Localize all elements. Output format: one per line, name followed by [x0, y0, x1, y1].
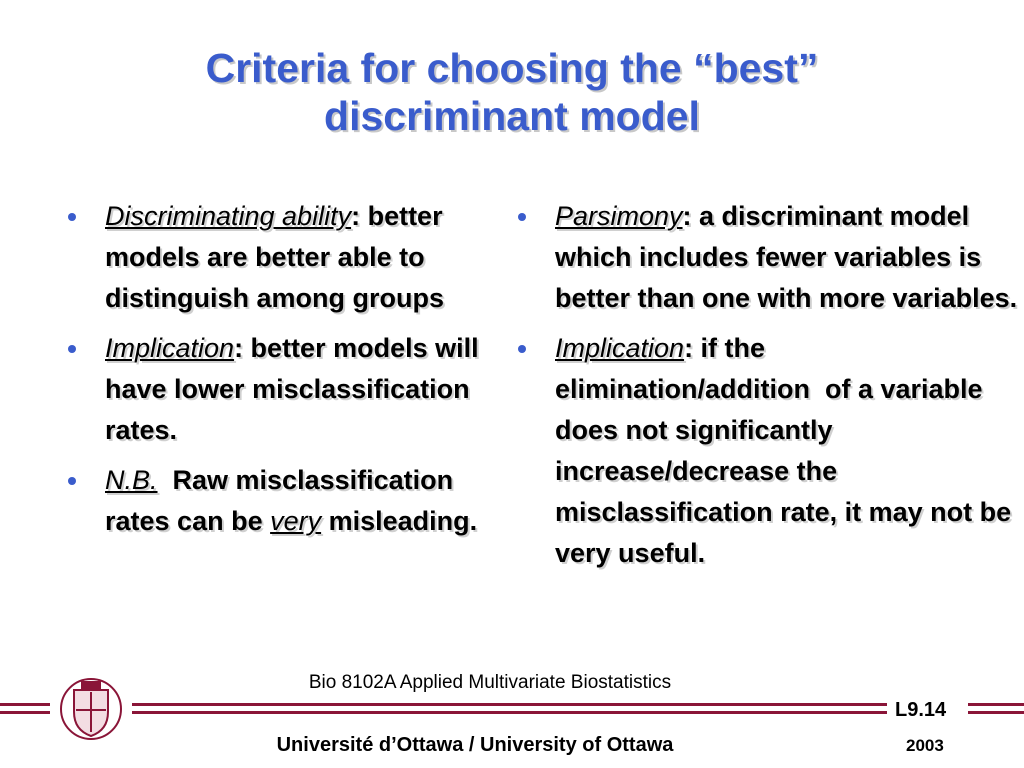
emphasized-term: Parsimony	[555, 201, 683, 231]
bullet-item: Parsimony: a discriminant model which in…	[518, 196, 1018, 319]
bullet-text: Raw misclassification rates can be	[105, 465, 461, 536]
emphasized-term: very	[270, 506, 322, 536]
bullet-list: Parsimony: a discriminant model which in…	[518, 196, 1018, 583]
bullet-text: : if the elimination/addition of a varia…	[555, 333, 1019, 568]
bullet-text: misleading.	[321, 506, 478, 536]
emphasized-term: N.B.	[105, 465, 158, 495]
bullet-text: : a discriminant model which includes fe…	[555, 201, 1018, 313]
footer-rules	[0, 703, 1024, 714]
bullet-item: Implication: better models will have low…	[68, 328, 498, 451]
university-crest	[60, 678, 122, 740]
bullet-list: Discriminating ability: better models ar…	[68, 196, 498, 551]
slide-number: L9.14	[895, 699, 947, 721]
bullet-text: : better models are better able to disti…	[105, 201, 451, 313]
bullet-item: N.B. Raw misclassification rates can be …	[68, 460, 498, 542]
bullet-item: Discriminating ability: better models ar…	[68, 196, 498, 319]
emphasized-term: Discriminating ability	[105, 201, 352, 231]
course-name: Bio 8102A Applied Multivariate Biostatis…	[308, 672, 672, 693]
bullet-text: : better models will have lower misclass…	[105, 333, 487, 445]
emphasized-term: Implication	[555, 333, 685, 363]
slide-title: Criteria for choosing the “best” discrim…	[205, 45, 819, 139]
emphasized-term: Implication	[105, 333, 235, 363]
university-name: Université d’Ottawa / University of Otta…	[276, 734, 674, 756]
year: 2003	[906, 736, 944, 755]
bullet-item: Implication: if the elimination/addition…	[518, 328, 1018, 574]
